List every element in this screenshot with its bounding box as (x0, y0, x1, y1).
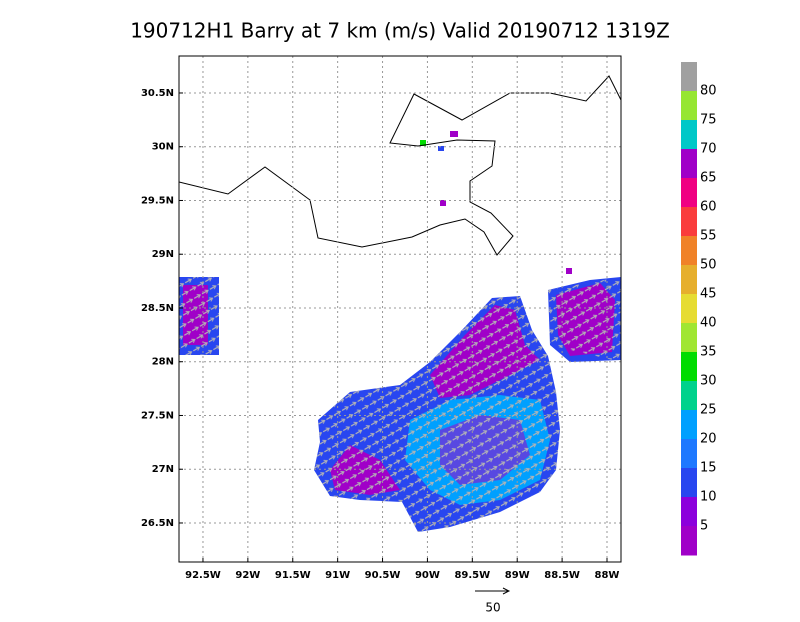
colorbar-label: 50 (700, 258, 717, 273)
colorbar-swatch (681, 236, 697, 266)
y-tick-label: 29.5N (141, 195, 174, 206)
y-tick-label: 27N (152, 464, 174, 475)
colorbar-label: 80 (700, 84, 717, 99)
x-tick-label: 89W (505, 570, 530, 581)
grid: 92.5W 92W 91.5W 91W 90.5W 90W 89.5W 89W 88.5W 88W… (141, 56, 621, 581)
colorbar-swatch (681, 265, 697, 295)
x-tick-label: 90.5W (365, 570, 401, 581)
colorbar-label: 55 (700, 229, 717, 244)
colorbar-label: 30 (700, 374, 717, 389)
x-tick-label: 88.5W (544, 570, 580, 581)
y-tick-label: 26.5N (141, 518, 174, 529)
title: 190712H1 Barry at 7 km (m/s) Valid 20190… (130, 19, 670, 43)
colorbar-swatch (681, 468, 697, 498)
wind-field (179, 75, 621, 532)
colorbar-swatch (681, 62, 697, 92)
colorbar-swatch (681, 294, 697, 324)
colorbar-label: 40 (700, 316, 717, 331)
colorbar-swatch (681, 91, 697, 121)
x-tick-label: 91W (325, 570, 350, 581)
colorbar-label: 65 (700, 171, 717, 186)
reference-label: 50 (485, 601, 500, 615)
colorbar-swatch (681, 439, 697, 469)
y-tick-label: 28N (152, 357, 174, 368)
colorbar-label: 25 (700, 403, 717, 418)
colorbar-swatch (681, 149, 697, 179)
colorbar-swatch (681, 120, 697, 150)
colorbar-swatch (681, 323, 697, 353)
x-tick-label: 91.5W (275, 570, 311, 581)
colorbar: 80 75 70 65 60 55 50 45 40 35 30 25 20 15 10 5 (681, 62, 717, 556)
colorbar-swatch (681, 352, 697, 382)
y-tick-label: 29N (152, 249, 174, 260)
colorbar-label: 15 (700, 461, 717, 476)
colorbar-swatch (681, 526, 697, 556)
colorbar-label: 10 (700, 490, 717, 505)
colorbar-label: 70 (700, 142, 717, 157)
colorbar-swatch (681, 207, 697, 237)
colorbar-label: 75 (700, 113, 717, 128)
colorbar-swatch (681, 178, 697, 208)
colorbar-swatch (681, 497, 697, 527)
colorbar-label: 35 (700, 345, 717, 360)
colorbar-swatch (681, 410, 697, 440)
plot-frame (178, 55, 622, 563)
y-tick-label: 28.5N (141, 303, 174, 314)
x-tick-label: 92.5W (185, 570, 221, 581)
y-tick-label: 30.5N (141, 88, 174, 99)
colorbar-swatch (681, 381, 697, 411)
colorbar-label: 45 (700, 287, 717, 302)
colorbar-label: 20 (700, 432, 717, 447)
y-tick-label: 27.5N (141, 410, 174, 421)
colorbar-label: 60 (700, 200, 717, 215)
x-tick-label: 89.5W (454, 570, 490, 581)
reference-arrow-head (502, 587, 511, 595)
x-tick-label: 88W (595, 570, 620, 581)
colorbar-label: 5 (700, 519, 708, 534)
x-tick-label: 90W (415, 570, 440, 581)
y-tick-label: 30N (152, 142, 174, 153)
x-tick-label: 92W (235, 570, 260, 581)
